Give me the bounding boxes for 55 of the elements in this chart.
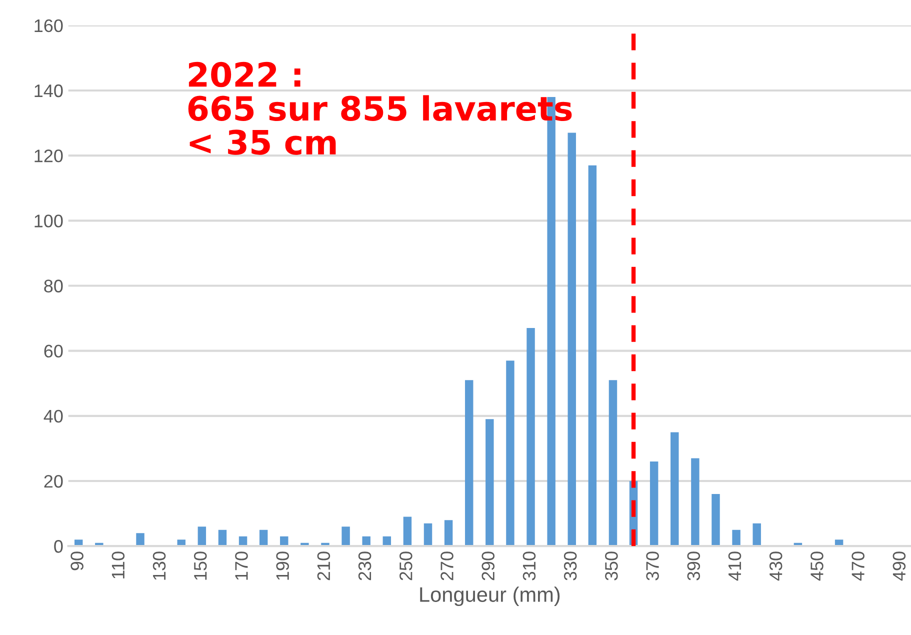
bar (424, 523, 432, 546)
y-tick-label: 60 (44, 344, 63, 358)
x-tick-label: 390 (687, 552, 700, 580)
x-tick-label: 110 (112, 552, 125, 578)
x-tick-label: 210 (317, 552, 330, 580)
bar (506, 360, 514, 546)
bar (691, 458, 700, 546)
bar (608, 380, 618, 546)
bar (444, 520, 453, 546)
x-tick-label: 410 (728, 552, 742, 581)
y-tick-label: 40 (44, 410, 63, 423)
y-tick-label: 160 (34, 19, 63, 32)
x-tick-label: 170 (235, 552, 248, 580)
y-tick-label: 120 (34, 150, 63, 162)
x-tick-label: 310 (522, 552, 536, 580)
bar (526, 328, 535, 546)
bar (712, 494, 720, 546)
bar (752, 523, 761, 546)
bar (362, 536, 370, 546)
x-tick-label: 350 (605, 552, 618, 580)
y-tick-label: 140 (34, 84, 63, 98)
bar (198, 526, 206, 546)
bar (650, 461, 658, 546)
x-tick-label: 470 (852, 552, 864, 581)
y-tick-label: 0 (54, 540, 63, 553)
x-tick-label: 250 (400, 552, 412, 580)
y-tick-label: 100 (34, 214, 63, 228)
x-tick-label: 430 (769, 552, 782, 581)
x-tick-label: 270 (440, 552, 454, 580)
bar (136, 533, 144, 546)
x-axis-title: Longueur (mm) (420, 586, 560, 606)
x-tick-label: 490 (892, 552, 906, 581)
bar (670, 432, 679, 546)
annotation: 2022 : (188, 62, 300, 88)
bar (568, 132, 576, 546)
bar (486, 419, 494, 546)
x-tick-label: 90 (70, 552, 84, 570)
bar (259, 530, 268, 546)
x-tick-label: 330 (564, 552, 577, 580)
bar (218, 530, 227, 546)
bar (403, 516, 412, 546)
y-tick-label: 20 (44, 474, 63, 488)
annotation: < 35 cm (190, 130, 336, 155)
x-tick-label: 130 (152, 552, 166, 580)
x-tick-label: 450 (810, 552, 824, 581)
x-tick-label: 370 (646, 552, 659, 580)
x-tick-label: 150 (194, 552, 207, 580)
bar (588, 165, 597, 546)
y-tick-label: 80 (44, 280, 63, 292)
x-tick-label: 190 (276, 552, 289, 580)
bar (732, 530, 740, 546)
x-tick-label: 290 (482, 552, 495, 580)
bar (465, 380, 474, 546)
x-tick-label: 230 (358, 552, 372, 580)
bar (342, 526, 350, 546)
